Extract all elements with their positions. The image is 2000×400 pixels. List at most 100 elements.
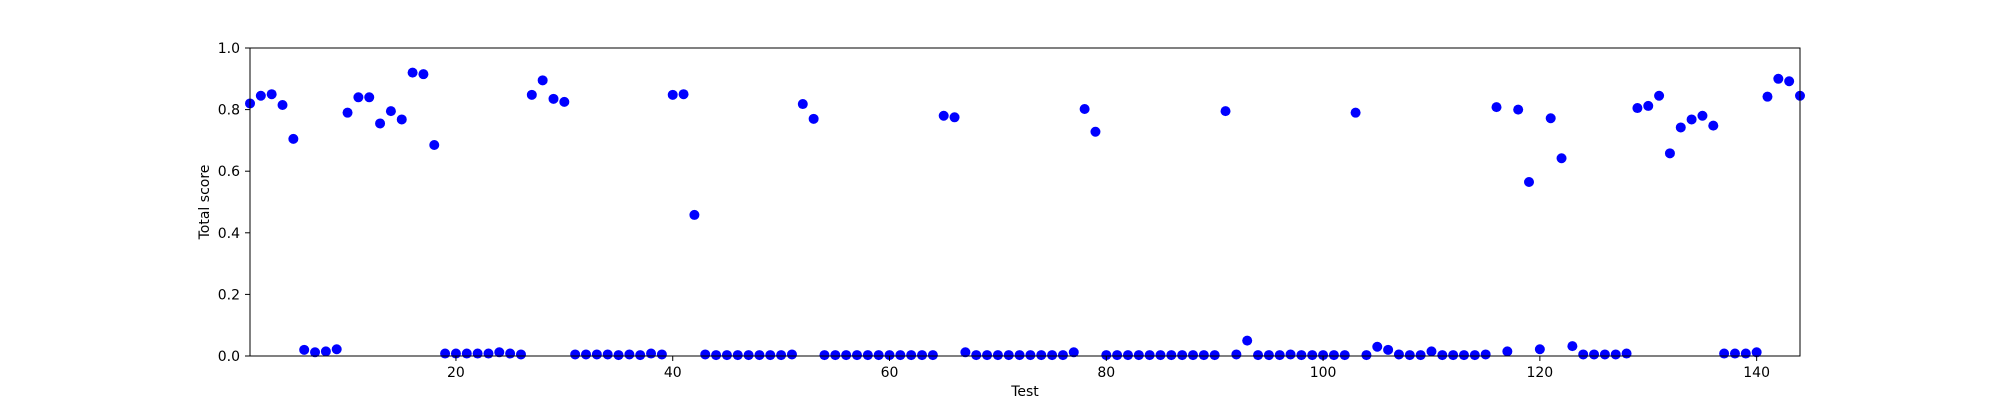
data-point [1664, 148, 1675, 159]
y-tick-label: 0.8 [218, 103, 240, 119]
data-point [288, 133, 299, 144]
data-point [559, 96, 570, 107]
x-axis-label: Test [1010, 384, 1039, 400]
data-point [1231, 349, 1242, 360]
data-point [1263, 350, 1274, 361]
data-point [1589, 349, 1600, 360]
y-tick-label: 1.0 [218, 41, 240, 57]
data-point [548, 93, 559, 104]
data-point [1383, 344, 1394, 355]
x-tick-label: 60 [881, 365, 899, 381]
data-point [1534, 344, 1545, 355]
data-point [526, 89, 537, 100]
data-point [602, 349, 613, 360]
y-axis-label: Total score [197, 165, 213, 241]
data-point [732, 350, 743, 361]
data-point [949, 112, 960, 123]
data-point [1513, 104, 1524, 115]
x-tick-label: 20 [447, 365, 465, 381]
data-point [624, 349, 635, 360]
data-point [971, 350, 982, 361]
data-point [743, 350, 754, 361]
data-point [407, 67, 418, 78]
data-point [1448, 350, 1459, 361]
data-point [862, 350, 873, 361]
data-point [364, 92, 375, 103]
data-point [1545, 113, 1556, 124]
data-point [1047, 350, 1058, 361]
data-point [1112, 350, 1123, 361]
data-point [483, 348, 494, 359]
data-point [591, 349, 602, 360]
data-point [635, 350, 646, 361]
data-point [1101, 350, 1112, 361]
data-point [982, 350, 993, 361]
data-point [1415, 350, 1426, 361]
data-point [505, 348, 516, 359]
data-point [331, 344, 342, 355]
data-point [689, 209, 700, 220]
data-point [255, 90, 266, 101]
data-point [1567, 341, 1578, 352]
data-point [353, 92, 364, 103]
data-point [895, 350, 906, 361]
data-point [472, 348, 483, 359]
data-point [1014, 350, 1025, 361]
x-tick-label: 140 [1743, 365, 1770, 381]
data-point [841, 350, 852, 361]
data-point [1437, 350, 1448, 361]
data-point [711, 350, 722, 361]
data-point [1198, 350, 1209, 361]
data-point [515, 349, 526, 360]
data-point [1643, 100, 1654, 111]
data-point [1350, 107, 1361, 118]
data-point [429, 140, 440, 151]
data-point [851, 350, 862, 361]
data-point [1068, 347, 1079, 358]
data-point [1697, 110, 1708, 121]
data-point [581, 349, 592, 360]
data-point [678, 89, 689, 100]
data-point [1729, 348, 1740, 359]
data-point [667, 89, 678, 100]
data-point [1762, 91, 1773, 102]
data-point [1524, 176, 1535, 187]
data-point [786, 349, 797, 360]
data-point [299, 344, 310, 355]
data-point [1740, 348, 1751, 359]
data-point [277, 99, 288, 110]
data-point [537, 75, 548, 86]
data-point [830, 350, 841, 361]
data-point [385, 106, 396, 117]
data-point [1025, 350, 1036, 361]
y-axis: 0.0 0.2 0.4 0.6 0.8 1.0 [218, 41, 250, 365]
data-point [819, 350, 830, 361]
data-point [494, 347, 505, 358]
data-point [1719, 348, 1730, 359]
data-point [266, 89, 277, 100]
data-point [1393, 349, 1404, 360]
data-point [992, 350, 1003, 361]
data-point [1610, 349, 1621, 360]
data-point [808, 113, 819, 124]
x-tick-label: 40 [664, 365, 682, 381]
data-point [1090, 126, 1101, 137]
data-point [1144, 350, 1155, 361]
data-point [375, 118, 386, 129]
data-point [1632, 103, 1643, 114]
data-point [797, 99, 808, 110]
data-point [1057, 350, 1068, 361]
data-point [320, 346, 331, 357]
data-point [721, 350, 732, 361]
data-point [1242, 335, 1253, 346]
data-point [342, 107, 353, 118]
data-point [1404, 350, 1415, 361]
data-point [1458, 350, 1469, 361]
y-tick-label: 0.4 [218, 226, 240, 242]
data-point [1621, 348, 1632, 359]
data-point [1274, 350, 1285, 361]
data-point [1155, 350, 1166, 361]
data-point [1599, 349, 1610, 360]
data-point [765, 350, 776, 361]
